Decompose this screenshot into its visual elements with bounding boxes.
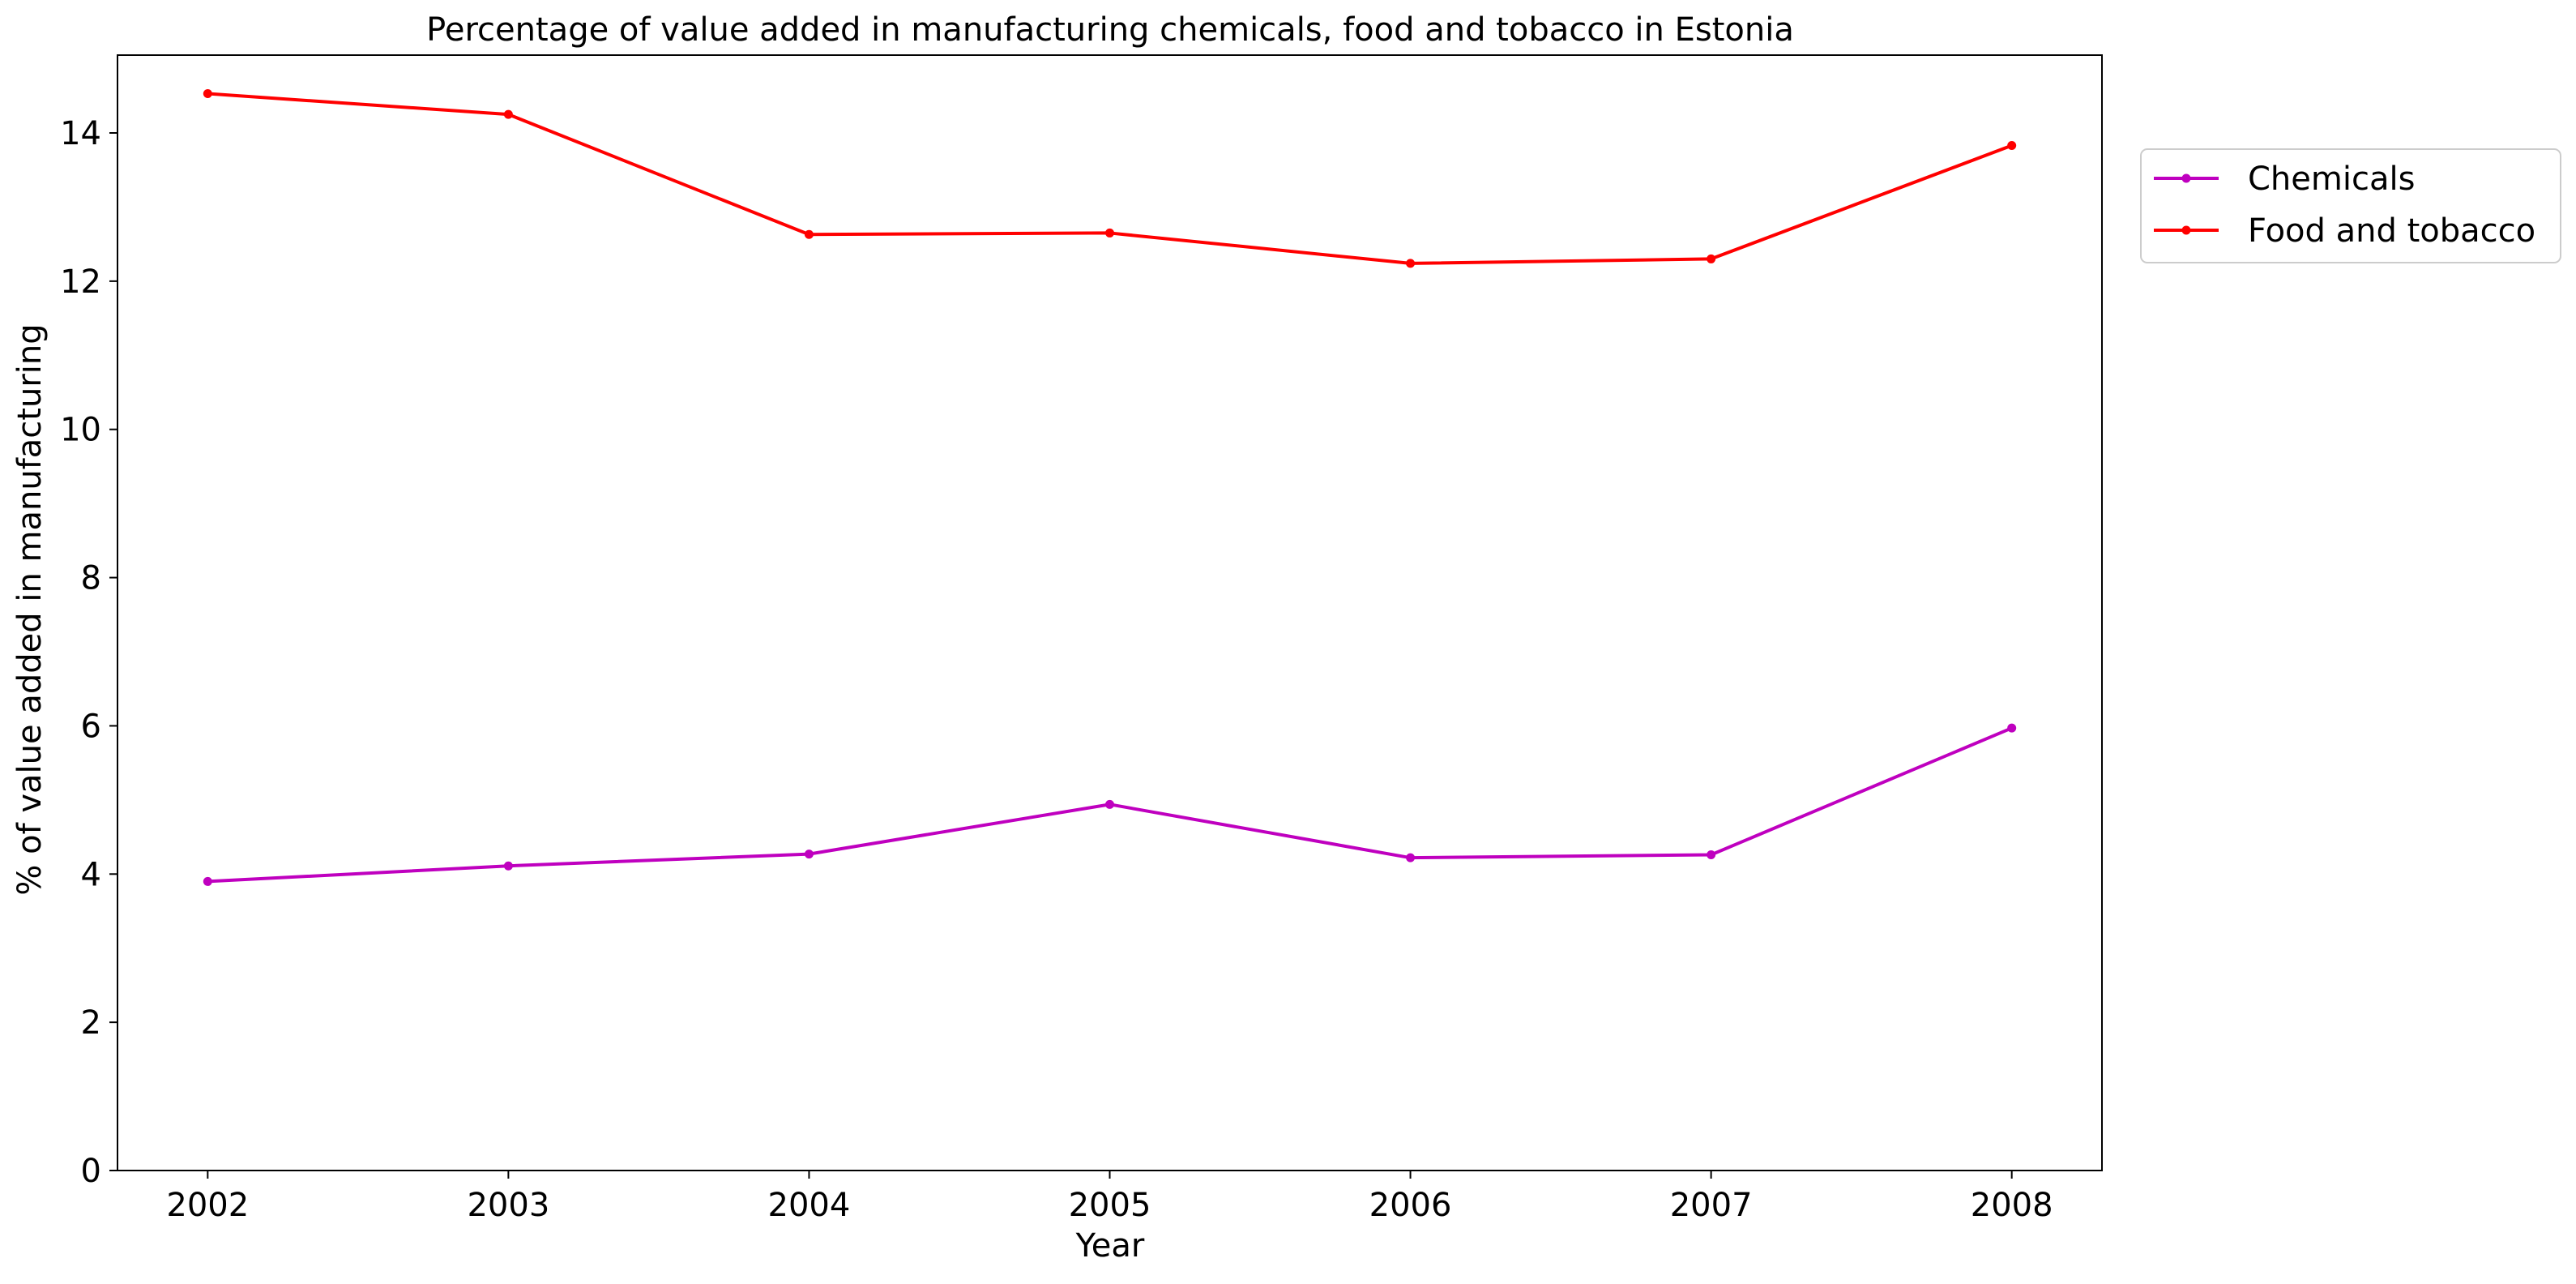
x-tick-label: 2007 xyxy=(1670,1187,1753,1224)
data-point xyxy=(1105,799,1114,809)
legend-marker xyxy=(2181,173,2191,183)
data-point xyxy=(1406,259,1416,268)
y-axis-label: % of value added in manufacturing xyxy=(11,323,49,895)
chart-title: Percentage of value added in manufacturi… xyxy=(426,11,1794,49)
y-tick-label: 12 xyxy=(60,263,101,301)
data-point xyxy=(503,109,513,119)
x-tick-label: 2004 xyxy=(768,1187,851,1224)
data-point xyxy=(503,861,513,871)
x-tick-label: 2008 xyxy=(1971,1187,2053,1224)
series-line xyxy=(207,92,2013,265)
x-axis-label: Year xyxy=(1075,1227,1145,1265)
data-point xyxy=(203,876,212,886)
x-tick-label: 2006 xyxy=(1369,1187,1452,1224)
x-tick-label: 2005 xyxy=(1069,1187,1151,1224)
y-tick-label: 10 xyxy=(60,412,101,449)
x-tick-label: 2003 xyxy=(467,1187,549,1224)
plot-area: 0 2 4 6 8 10 12 14 2002 2003 2004 2005 2006 2007 2008 xyxy=(60,54,2103,1224)
data-point xyxy=(1707,254,1716,263)
data-point xyxy=(1707,850,1716,860)
data-point xyxy=(804,850,814,859)
y-tick-label: 0 xyxy=(81,1153,101,1190)
data-point xyxy=(804,229,814,239)
y-tick-label: 6 xyxy=(81,708,101,745)
legend-label: Chemicals xyxy=(2248,160,2415,198)
data-point xyxy=(2007,141,2017,151)
legend-marker xyxy=(2181,225,2191,235)
y-tick-label: 14 xyxy=(60,115,101,152)
data-point xyxy=(1406,853,1416,862)
y-tick-label: 8 xyxy=(81,560,101,597)
data-point xyxy=(1105,228,1114,238)
data-point xyxy=(203,89,212,99)
y-tick-label: 4 xyxy=(81,856,101,893)
x-tick-label: 2002 xyxy=(166,1187,249,1224)
legend-label: Food and tobacco xyxy=(2248,212,2535,250)
legend-box xyxy=(2140,148,2561,263)
data-point xyxy=(2007,723,2017,733)
legend: Chemicals Food and tobacco xyxy=(2140,148,2561,263)
y-tick-label: 2 xyxy=(81,1004,101,1042)
